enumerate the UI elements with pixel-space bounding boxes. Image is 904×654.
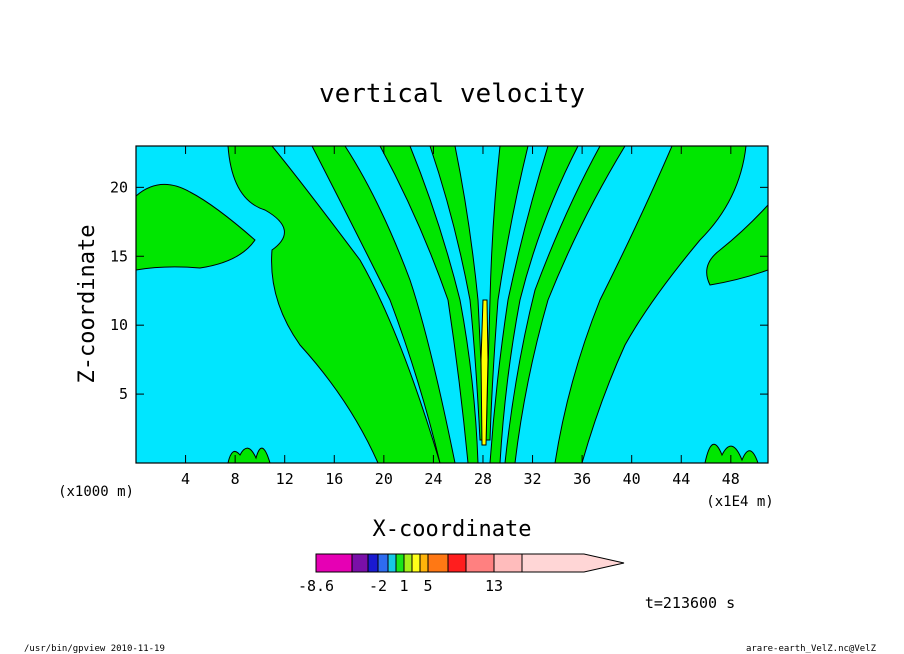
contour-left-band [311, 146, 456, 463]
x-tick-label: 44 [672, 470, 690, 488]
footer-left: /usr/bin/gpview 2010-11-19 [24, 644, 165, 654]
x-tick-label: 20 [375, 470, 393, 488]
colorbar-segment [493, 553, 523, 573]
x-tick-label: 36 [573, 470, 591, 488]
contour-max-core [480, 299, 489, 446]
x-tick-label: 4 [181, 470, 190, 488]
colorbar-label: 13 [485, 577, 503, 595]
colorbar-labels: -8.6 -2 1 5 13 [298, 577, 503, 595]
footer-right: arare-earth_VelZ.nc@VelZ [746, 644, 877, 654]
x-unit-label: (x1000 m) [58, 484, 134, 500]
y-tick-label: 20 [110, 178, 128, 196]
colorbar-label: 1 [399, 577, 408, 595]
x-axis-label: X-coordinate [373, 517, 532, 542]
contour-left-top [136, 184, 256, 271]
colorbar-segment [447, 553, 467, 573]
contour-right-band [504, 146, 626, 463]
x-unit-right-label: (x1E4 m) [706, 494, 773, 510]
colorbar [315, 553, 625, 573]
time-label: t=213600 s [645, 594, 735, 612]
velocity-field [136, 146, 768, 463]
x-tick-label: 16 [325, 470, 343, 488]
colorbar-segment [427, 553, 449, 573]
colorbar-segment [465, 553, 495, 573]
colorbar-label: -8.6 [298, 577, 334, 595]
contour-center-d [489, 146, 579, 463]
plot-frame [135, 145, 769, 464]
colorbar-label: 5 [423, 577, 432, 595]
y-tick-label: 5 [119, 385, 128, 403]
y-tick-label: 15 [110, 247, 128, 265]
contour-right-plume [554, 146, 747, 463]
contour-center-c [485, 146, 529, 441]
colorbar-segment [419, 553, 429, 573]
y-tick-label: 10 [110, 316, 128, 334]
colorbar-segment [411, 553, 421, 573]
y-axis-label: Z-coordinate [75, 225, 100, 384]
x-tick-label: 40 [623, 470, 641, 488]
x-tick-label: 8 [231, 470, 240, 488]
colorbar-segment [403, 553, 413, 573]
contour-right-top [706, 204, 768, 286]
colorbar-label: -2 [369, 577, 387, 595]
x-axis: 4 8 12 16 20 24 28 32 36 40 44 48 [181, 146, 740, 488]
plot-area [135, 145, 769, 464]
contour-center-a [379, 146, 479, 463]
colorbar-segment [367, 553, 379, 573]
x-tick-label: 28 [474, 470, 492, 488]
x-tick-label: 32 [524, 470, 542, 488]
colorbar-segment [351, 553, 369, 573]
colorbar-segment-arrow [521, 553, 625, 573]
colorbar-segment [315, 553, 353, 573]
chart-title: vertical velocity [319, 79, 585, 109]
contour-right-bottom [704, 443, 759, 463]
x-tick-label: 24 [424, 470, 442, 488]
colorbar-segment [387, 553, 397, 573]
colorbar-segment [395, 553, 405, 573]
y-axis: 5 10 15 20 [110, 178, 768, 403]
x-tick-label: 12 [276, 470, 294, 488]
colorbar-segment [377, 553, 389, 573]
contour-left-bottom [227, 447, 271, 463]
x-tick-label: 48 [722, 470, 740, 488]
contour-left-plume [227, 146, 441, 463]
